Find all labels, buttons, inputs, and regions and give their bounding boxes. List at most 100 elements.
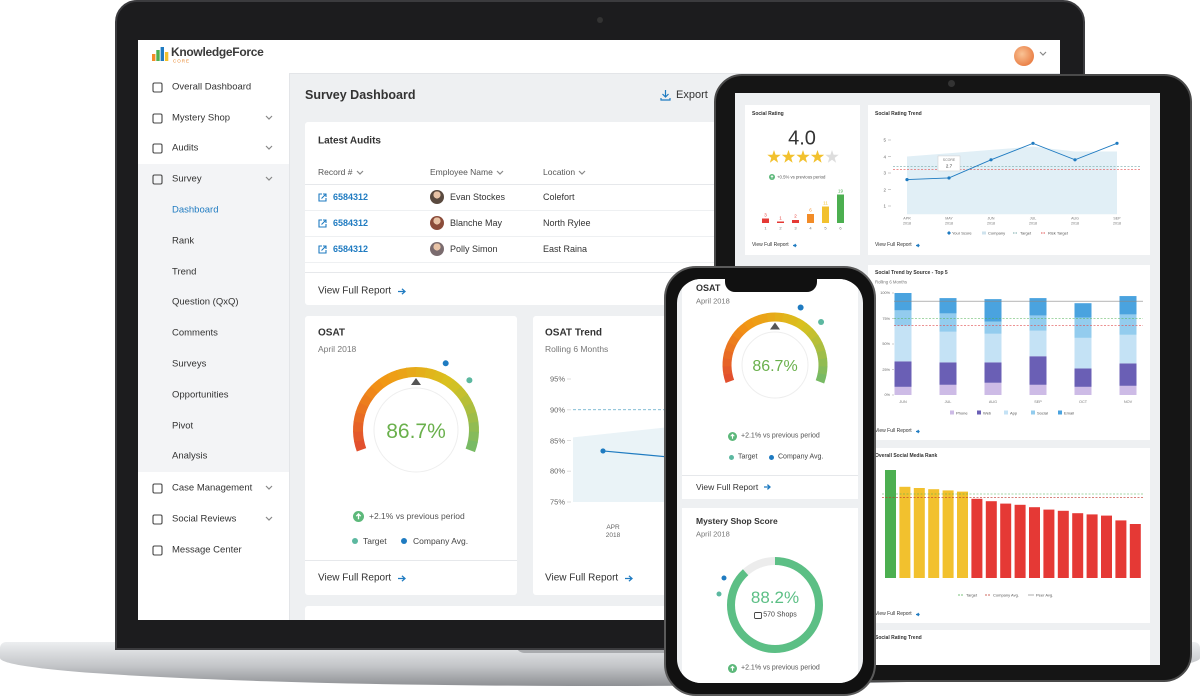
nav-subitem[interactable]: Pivot	[172, 420, 194, 432]
tooltip-box	[937, 155, 961, 172]
employee-avatar	[430, 216, 444, 230]
nav-subitem[interactable]: Trend	[172, 266, 197, 278]
view-report-link[interactable]: View Full Report	[696, 482, 759, 492]
nav-subitem[interactable]: Analysis	[172, 450, 208, 462]
stack-segment	[984, 333, 1002, 363]
bar	[1029, 507, 1040, 578]
nav-icon	[152, 82, 163, 93]
star	[767, 150, 781, 163]
nav-item[interactable]: Mystery Shop	[172, 112, 231, 124]
nav-subitem[interactable]: Question (QxQ)	[172, 296, 239, 308]
record-link[interactable]: 6584312	[333, 218, 369, 228]
gauge-segment	[727, 334, 740, 347]
bar	[942, 490, 954, 578]
export-button[interactable]: Export	[676, 89, 708, 101]
tooltip-value: 2.7	[945, 163, 953, 169]
x-tick-label: SEP	[1034, 400, 1042, 404]
dot	[401, 538, 407, 544]
nav-item[interactable]: Overall Dashboard	[172, 81, 252, 93]
bar	[777, 221, 784, 223]
stack-segment	[1074, 337, 1092, 369]
stack-segment	[894, 361, 912, 387]
record-link[interactable]: 6584312	[333, 192, 369, 202]
view-report-link[interactable]: View Full Report	[545, 572, 619, 584]
score-line	[906, 142, 1118, 181]
column-header[interactable]: Employee Name	[430, 167, 493, 177]
target-dot	[716, 591, 722, 597]
brand-tagline: CORE	[173, 58, 191, 64]
legend-swatch	[1031, 410, 1035, 415]
y-tick-label: 75%	[549, 497, 565, 507]
view-report-link[interactable]: View Full Report	[875, 428, 912, 434]
icon-shape	[152, 174, 163, 185]
nav-icon	[152, 514, 163, 525]
nav-subitem[interactable]: Comments	[172, 327, 218, 339]
tooltip-label: SCORE	[942, 157, 956, 162]
stack-segment	[1074, 368, 1092, 387]
gauge-segment	[432, 370, 446, 384]
y-tick-label: 3	[883, 170, 886, 176]
column-header[interactable]: Record #	[318, 167, 353, 177]
employee-avatar	[430, 190, 444, 204]
nav-item[interactable]: Audits	[172, 142, 199, 154]
rating-value: 4.0	[788, 127, 816, 150]
card-divider	[305, 560, 517, 561]
chevron	[265, 516, 273, 521]
arrow-icon	[793, 243, 797, 247]
bar	[899, 486, 911, 578]
view-report-link[interactable]: View Full Report	[875, 242, 912, 248]
gauge-segment	[355, 401, 369, 415]
arrow-icon	[916, 429, 920, 433]
gauge	[353, 360, 479, 473]
icon-shape	[152, 82, 163, 93]
nav-subitem[interactable]: Dashboard	[172, 204, 219, 216]
gauge-segment	[465, 439, 478, 453]
nav-subitem[interactable]: Opportunities	[172, 389, 229, 401]
column-header[interactable]: Location	[543, 167, 576, 177]
gauge-segment	[453, 386, 468, 401]
stack-segment	[1029, 298, 1047, 316]
y-tick-label: 75%	[882, 316, 890, 321]
view-report-link[interactable]: View Full Report	[318, 572, 392, 584]
bar	[792, 220, 799, 223]
legend-label: Risk Target	[1048, 230, 1068, 236]
gauge-segment	[415, 367, 427, 378]
view-report-link[interactable]: View Full Report	[875, 611, 912, 617]
bar-value-label: 6	[809, 207, 812, 213]
legend-swatches	[947, 231, 1046, 235]
bar	[762, 218, 769, 223]
gauge-inner	[373, 387, 459, 473]
nav-item[interactable]: Message Center	[172, 544, 242, 556]
stack-segment	[984, 299, 1002, 322]
record-link[interactable]: 6584312	[333, 244, 369, 254]
external-link-icon	[318, 244, 327, 254]
external-link-icon	[318, 192, 327, 202]
gauge-segment	[724, 341, 737, 353]
nav-item[interactable]: Social Reviews	[172, 513, 237, 525]
gauge-segment	[378, 373, 393, 388]
nav-subitem[interactable]: Rank	[172, 235, 195, 247]
shops-count: 570 Shops	[763, 611, 797, 619]
gauge-value: 86.7%	[752, 358, 798, 375]
chevron	[496, 170, 504, 175]
nav-subitem[interactable]: Surveys	[172, 358, 207, 370]
gauge-segment	[466, 411, 479, 424]
stack-segment	[1074, 303, 1092, 318]
view-report-link[interactable]: View Full Report	[318, 285, 392, 297]
row-divider	[305, 184, 945, 185]
stack-segment	[1119, 363, 1137, 386]
nav-item[interactable]: Survey	[172, 173, 202, 185]
gauge-segment	[463, 402, 477, 416]
nav-item[interactable]: Case Management	[172, 482, 253, 494]
user-avatar[interactable]	[1014, 46, 1034, 66]
arrow-icon	[916, 243, 920, 247]
card-title: Social Rating Trend	[875, 111, 922, 117]
icon-shape	[152, 514, 163, 525]
gauge-segment	[386, 369, 400, 384]
view-report-link[interactable]: View Full Report	[752, 242, 789, 248]
card: OSAT April 2018 86.7% +2.1% vs previous per…	[305, 316, 517, 595]
y-tick-label: 100%	[880, 291, 890, 295]
top-bar	[138, 40, 1060, 74]
gauge-segment	[800, 322, 814, 336]
change-text: +0.5% vs previous period	[777, 174, 826, 180]
